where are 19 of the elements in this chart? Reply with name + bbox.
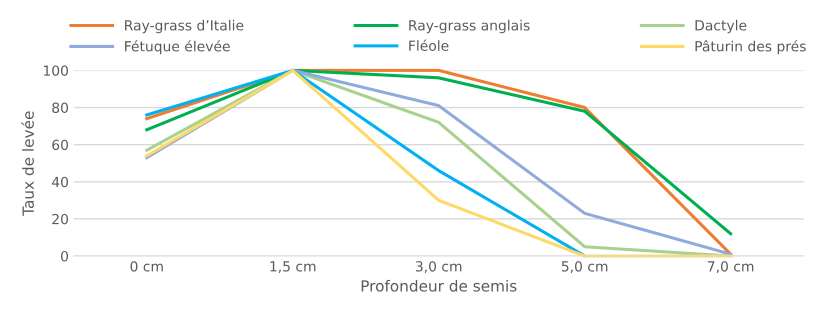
- legend-label: Pâturin des prés: [696, 40, 806, 54]
- y-tick-label: 20: [52, 214, 68, 224]
- y-tick-label: 100: [44, 65, 68, 76]
- x-tick-label: 1,5 cm: [270, 261, 316, 274]
- x-axis-title: Profondeur de semis: [362, 280, 516, 292]
- legend-label: Ray-grass d’Italie: [125, 20, 244, 34]
- x-tick-label: 5,0 cm: [562, 261, 608, 274]
- y-tick-label: 40: [52, 176, 68, 188]
- y-axis-title: Taux de levée: [21, 111, 34, 216]
- x-tick-label: 3,0 cm: [416, 261, 462, 274]
- y-tick-label: 0: [61, 250, 68, 262]
- y-tick-label: 60: [52, 140, 68, 150]
- legend-label: Fléole: [409, 40, 448, 51]
- legend-label: Dactyle: [696, 20, 746, 34]
- y-tick-label: 80: [52, 102, 68, 113]
- x-tick-label: 7,0 cm: [708, 261, 754, 274]
- legend-label: Fétuque élevée: [125, 40, 230, 54]
- x-tick-label: 0 cm: [130, 261, 163, 272]
- legend-label: Ray-grass anglais: [409, 20, 530, 34]
